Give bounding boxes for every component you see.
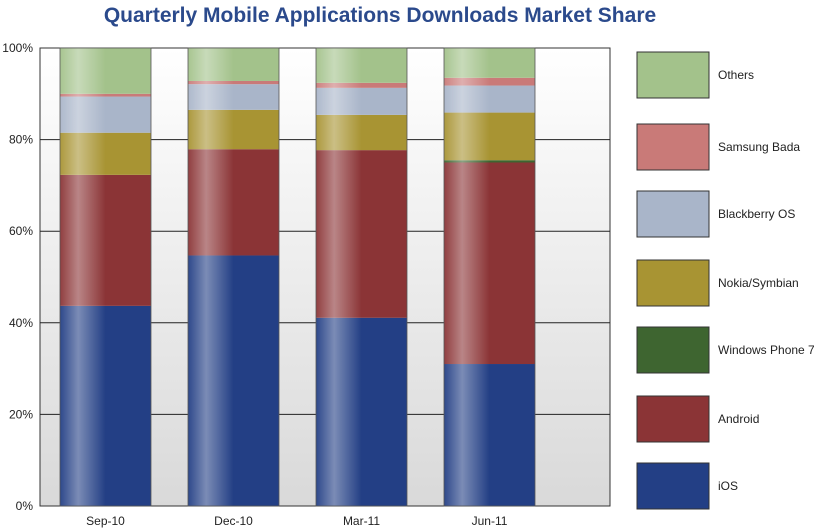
legend-swatch [636,326,710,374]
legend-label: Android [718,412,759,426]
legend-swatch [636,190,710,238]
legend-label: Blackberry OS [718,207,795,221]
bar-shine [444,48,535,506]
chart-title: Quarterly Mobile Applications Downloads … [104,4,656,27]
bar-outline [59,47,152,507]
y-tick-label: 40% [9,316,33,330]
y-tick-label: 60% [9,224,33,238]
legend-swatch [636,259,710,307]
legend-swatch [636,395,710,443]
x-tick-label: Mar-11 [343,514,380,528]
bar-shine [60,48,151,506]
bar-outline [315,47,408,507]
legend-swatch [636,123,710,171]
y-tick-label: 0% [16,499,34,513]
y-tick-label: 100% [2,41,33,55]
bar-shine [316,48,407,506]
y-tick-label: 80% [9,133,33,147]
y-tick-label: 20% [9,407,33,421]
legend-label: Others [718,68,754,82]
x-tick-label: Jun-11 [472,514,508,528]
bar-shine [188,48,279,506]
legend-label: Nokia/Symbian [718,276,799,290]
legend-swatch [636,51,710,99]
legend-swatch [636,462,710,510]
legend-label: Samsung Bada [718,140,800,154]
legend-label: iOS [718,479,738,493]
x-tick-label: Sep-10 [86,514,125,528]
bar-outline [443,47,536,507]
legend-label: Windows Phone 7 [718,343,814,357]
x-tick-label: Dec-10 [214,514,253,528]
bar-outline [187,47,280,507]
